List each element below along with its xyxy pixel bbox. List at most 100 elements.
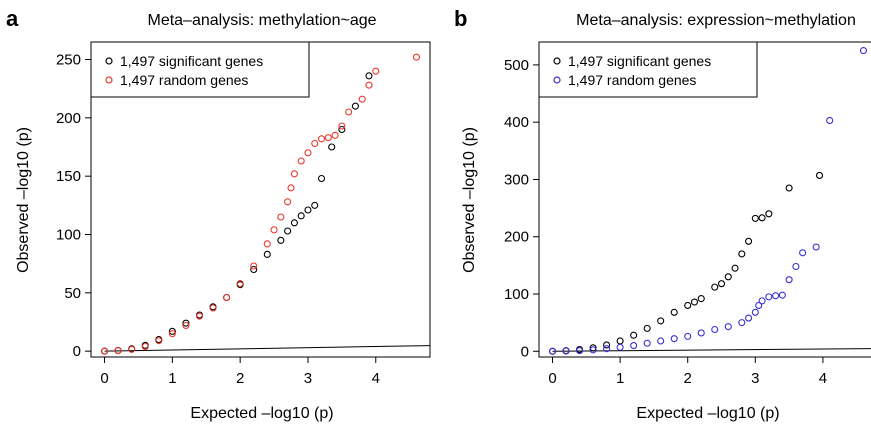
panel-a-point-random — [287, 184, 295, 192]
panel-b-point-random — [724, 323, 732, 331]
panel-a-y-tick-label: 250 — [56, 52, 81, 69]
panel-b-point-random — [859, 47, 868, 55]
panel-a-point-random — [290, 170, 298, 178]
panel-b-point-random — [745, 314, 753, 322]
panel-a-point-significant — [311, 201, 319, 209]
panel-b-x-tick-label: 4 — [819, 370, 827, 387]
panel-b-point-random — [755, 301, 763, 310]
panel-a-y-axis-label: Observed –log10 (p) — [15, 127, 32, 273]
panel-b-point-significant — [657, 317, 665, 325]
panel-b-point-significant — [815, 171, 824, 179]
panel-a-legend-marker-random — [105, 76, 113, 84]
panel-a-point-significant — [304, 206, 312, 214]
panel-a-point-random — [338, 122, 346, 130]
panel-b-point-significant — [751, 214, 759, 222]
panel-a-x-axis-label: Expected –log10 (p) — [190, 405, 333, 422]
panel-a-point-significant — [284, 227, 292, 235]
panel-b-point-random — [548, 347, 557, 355]
panel-b-point-significant — [630, 331, 638, 339]
panel-b-point-significant — [738, 250, 746, 258]
panel-b-y-axis-label: Observed –log10 (p) — [461, 127, 478, 273]
panel-b-point-random — [738, 319, 746, 327]
panel-b-point-random — [812, 243, 820, 251]
panel-b-reference-line — [552, 348, 871, 352]
panel-a-point-random — [365, 81, 373, 89]
panel-a-y-tick-label: 0 — [73, 343, 81, 360]
panel-a-point-random — [141, 342, 149, 351]
panel-a-point-random — [324, 134, 332, 142]
panel-b-point-random — [751, 308, 759, 316]
panel-b-x-tick-label: 3 — [751, 370, 759, 387]
panel-a-point-significant — [263, 250, 271, 258]
panel-a-point-significant — [297, 212, 305, 220]
panel-b-point-significant — [603, 341, 611, 349]
panel-a-point-random — [317, 135, 326, 143]
panel-b-y-tick-label: 200 — [504, 229, 529, 246]
panel-a-point-significant — [168, 327, 176, 335]
panel-b-point-random — [792, 262, 800, 271]
panel-a-point-random — [263, 240, 271, 248]
panel-a-point-random — [277, 213, 285, 221]
panel-a-point-random — [195, 312, 204, 320]
panel-b-point-significant — [697, 295, 705, 303]
panel-a-y-tick-label: 150 — [56, 168, 81, 185]
panel-a-point-random — [168, 330, 176, 338]
panel-b-y-tick-label: 300 — [504, 171, 529, 188]
panel-b-point-random — [670, 335, 678, 343]
panel-b-point-significant — [724, 273, 732, 281]
panel-b-point-random — [772, 292, 780, 300]
panel-a-point-random — [412, 53, 420, 61]
panel-b-point-significant — [684, 301, 692, 310]
panel-a-point-significant — [182, 319, 190, 327]
panel-a-point-significant — [317, 174, 326, 183]
panel-b-point-random — [684, 332, 692, 340]
panel-a-point-random — [155, 337, 163, 345]
panel-b-point-significant — [589, 344, 597, 352]
panel-a-point-random — [372, 67, 380, 75]
panel-a-y-tick-label: 100 — [56, 227, 81, 244]
panel-a-point-random — [182, 321, 190, 330]
panel-b-y-tick-label: 100 — [504, 286, 529, 303]
panel-a-point-random — [128, 345, 136, 353]
panel-a-point-random — [101, 347, 109, 355]
panel-a-point-random — [345, 108, 353, 116]
panel-b-point-random — [826, 116, 834, 125]
panel-b-point-random — [616, 343, 624, 351]
panel-b-y-tick-label: 0 — [521, 343, 529, 360]
panel-b-point-random — [643, 339, 651, 347]
panel-b-point-random — [758, 297, 766, 305]
panel-a-point-significant — [290, 219, 298, 227]
panel-b-x-tick-label: 1 — [616, 370, 624, 387]
panel-a-x-tick-label: 1 — [168, 370, 176, 387]
panel-b-x-axis-label: Expected –log10 (p) — [636, 405, 779, 422]
panel-b-legend-marker-significant — [553, 57, 561, 65]
panel-a-x-tick-label: 4 — [372, 370, 380, 387]
panel-b-points — [548, 47, 868, 355]
panel-a-x-tick-label: 2 — [236, 370, 244, 387]
panel-b-point-random — [785, 276, 793, 284]
panel-b-point-random — [603, 345, 611, 353]
panel-b-point-significant — [785, 184, 793, 192]
panel-b-point-significant — [758, 214, 766, 222]
panel-b-point-random — [562, 347, 570, 355]
panel-a-point-random — [297, 157, 305, 165]
panel-b-point-random — [711, 325, 719, 334]
panel-a-y-tick-label: 200 — [56, 110, 81, 127]
panel-a-point-random — [209, 304, 217, 312]
panel-b-point-significant — [643, 324, 651, 332]
panel-a-point-significant — [351, 102, 359, 110]
panel-b-point-significant — [745, 237, 753, 245]
panel-a-point-random — [304, 149, 312, 157]
panel-a-legend-box — [90, 41, 310, 98]
panel-b-legend-label-significant: 1,497 significant genes — [568, 53, 711, 69]
panel-b-point-random — [799, 249, 807, 257]
panel-b-legend-label-random: 1,497 random genes — [568, 72, 696, 88]
panel-a-point-random — [270, 226, 278, 234]
panel-b-point-significant — [616, 337, 624, 345]
panel-a-point-random — [358, 95, 366, 103]
panel-a-point-significant — [328, 143, 336, 151]
panel-a-point-significant — [338, 125, 346, 134]
panel-b-y-axis: 0 100 200 300 400 500 — [504, 57, 539, 360]
panel-a-y-tick-label: 50 — [64, 285, 81, 302]
